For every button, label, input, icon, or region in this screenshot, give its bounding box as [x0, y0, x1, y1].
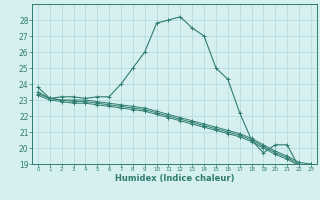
- X-axis label: Humidex (Indice chaleur): Humidex (Indice chaleur): [115, 174, 234, 183]
